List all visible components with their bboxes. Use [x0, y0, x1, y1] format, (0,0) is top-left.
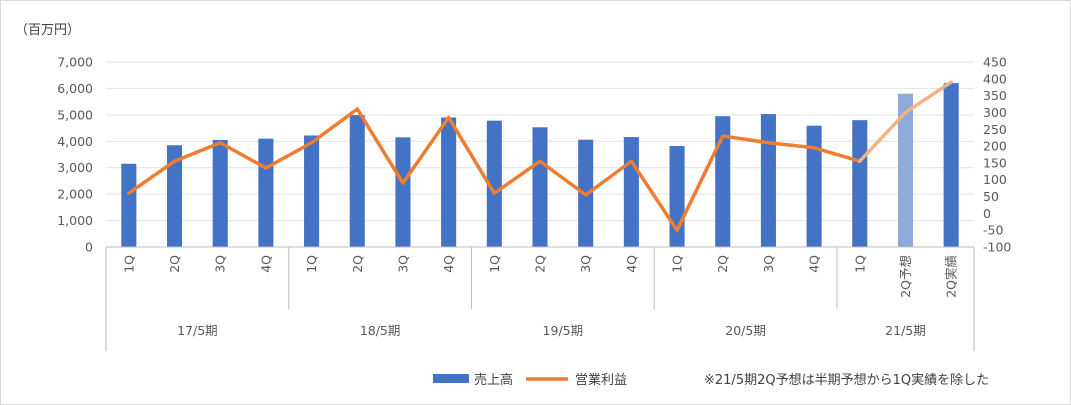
- operating-profit-line: [127, 80, 953, 232]
- left-tick-label: 5,000: [57, 107, 93, 122]
- left-tick-label: 7,000: [57, 55, 93, 70]
- right-tick-label: 450: [983, 55, 1007, 70]
- right-tick-label: -100: [983, 240, 1011, 255]
- footnote: ※21/5期2Q予想は半期予想から1Q実績を除した: [704, 372, 989, 388]
- category-label: 2Q: [533, 255, 548, 273]
- category-label: 4Q: [624, 255, 639, 273]
- category-label: 4Q: [441, 255, 456, 273]
- bar-14: [760, 114, 776, 247]
- group-label: 21/5期: [885, 323, 926, 338]
- bar-1: [166, 145, 183, 247]
- right-tick-label: 250: [983, 122, 1007, 137]
- bar-2: [212, 139, 228, 247]
- bar-4: [304, 135, 320, 247]
- category-label: 2Q予想: [898, 255, 913, 298]
- legend-profit-label: 営業利益: [575, 372, 627, 388]
- category-label: 1Q: [852, 255, 867, 273]
- category-label: 4Q: [807, 255, 822, 273]
- category-label: 1Q: [304, 255, 319, 273]
- group-label: 17/5期: [177, 323, 218, 338]
- right-tick-label: 150: [983, 155, 1007, 170]
- bar-0: [121, 163, 137, 247]
- bar-5: [349, 115, 365, 247]
- category-label: 3Q: [761, 255, 776, 273]
- left-tick-label: 1,000: [57, 213, 93, 228]
- category-label: 2Q: [715, 255, 730, 273]
- category-label: 1Q: [121, 255, 136, 273]
- bar-11: [623, 137, 639, 247]
- group-label: 20/5期: [725, 323, 766, 338]
- left-axis-ticks: 0 1,000 2,000 3,000 4,000 5,000 6,000 7,000: [57, 55, 93, 255]
- profit-line-forecast: [858, 80, 953, 163]
- left-tick-label: 3,000: [57, 160, 93, 175]
- sales-bars: [121, 83, 959, 248]
- category-label: 2Q: [350, 255, 365, 273]
- right-tick-label: 50: [983, 189, 999, 204]
- category-label: 1Q: [487, 255, 502, 273]
- profit-line-actual: [127, 107, 862, 232]
- bar-9: [532, 127, 548, 247]
- bar-3: [258, 138, 274, 247]
- bar-13: [715, 116, 731, 247]
- bar-16: [852, 120, 868, 247]
- bar-15: [806, 125, 822, 247]
- category-label: 3Q: [213, 255, 228, 273]
- left-tick-label: 6,000: [57, 81, 93, 96]
- left-tick-label: 0: [85, 240, 93, 255]
- category-axis: 1Q 2Q 3Q 4Q 1Q 2Q 3Q 4Q 1Q 2Q 3Q 4Q 1Q 2Q 3Q 4Q 1Q 2Q予想 2Q…: [105, 246, 975, 351]
- bar-6: [395, 137, 411, 247]
- category-label: 4Q: [258, 255, 273, 273]
- right-tick-label: 200: [983, 139, 1007, 154]
- legend: 売上高 営業利益: [433, 372, 627, 388]
- bar-8: [486, 120, 502, 247]
- category-label: 3Q: [395, 255, 410, 273]
- right-tick-label: 300: [983, 105, 1007, 120]
- category-label: 2Q実績: [944, 255, 959, 298]
- category-label: 1Q: [670, 255, 685, 273]
- legend-sales-label: 売上高: [474, 372, 513, 388]
- group-label: 19/5期: [543, 323, 584, 338]
- category-label: 2Q: [167, 255, 182, 273]
- legend-sales-swatch: [433, 374, 469, 383]
- left-tick-label: 4,000: [57, 134, 93, 149]
- bar-17: [897, 93, 914, 247]
- left-tick-label: 2,000: [57, 187, 93, 202]
- right-tick-label: -50: [983, 223, 1003, 238]
- right-tick-label: 100: [983, 172, 1007, 187]
- group-label: 18/5期: [360, 323, 401, 338]
- bar-7: [441, 117, 457, 247]
- right-tick-label: 350: [983, 88, 1007, 103]
- bar-18: [943, 83, 959, 248]
- right-tick-label: 400: [983, 71, 1007, 86]
- category-label: 3Q: [578, 255, 593, 273]
- unit-label: （百万円）: [15, 23, 80, 38]
- right-tick-label: 0: [983, 206, 991, 221]
